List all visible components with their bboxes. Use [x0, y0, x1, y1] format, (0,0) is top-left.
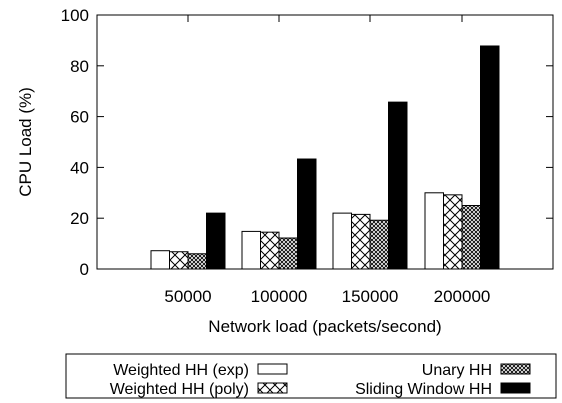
bar	[351, 213, 371, 270]
bar	[424, 192, 444, 270]
x-tick-label: 150000	[342, 287, 399, 306]
y-tick-label: 40	[70, 158, 89, 177]
y-tick-label: 60	[70, 108, 89, 127]
bar	[169, 251, 189, 270]
y-tick-label: 0	[80, 260, 89, 279]
y-tick-label: 80	[70, 57, 89, 76]
bar	[241, 230, 261, 270]
bar	[297, 158, 317, 270]
plot-frame	[96, 14, 554, 270]
legend-label: Weighted HH (exp)	[113, 362, 249, 379]
legend-swatch	[500, 382, 531, 394]
y-tick-label: 20	[70, 209, 89, 228]
bar	[461, 205, 481, 270]
legend-label: Unary HH	[422, 362, 492, 379]
y-axis-title: CPU Load (%)	[16, 87, 35, 197]
bar	[150, 250, 170, 270]
legend-swatch	[500, 363, 531, 375]
bar	[187, 253, 207, 270]
bar	[206, 212, 226, 270]
y-tick-label: 100	[61, 6, 89, 25]
x-axis-title: Network load (packets/second)	[208, 317, 441, 336]
legend-box	[65, 353, 557, 399]
bar	[369, 219, 389, 270]
bar	[260, 231, 280, 270]
x-tick-label: 100000	[251, 287, 308, 306]
bar	[332, 212, 352, 270]
bar	[443, 194, 463, 270]
legend-swatch	[257, 382, 288, 394]
bar	[480, 45, 500, 270]
bar	[388, 101, 408, 270]
legend-label: Sliding Window HH	[355, 381, 492, 398]
legend-swatch	[257, 363, 288, 375]
x-tick-label: 50000	[164, 287, 211, 306]
x-tick-label: 200000	[434, 287, 491, 306]
bar	[278, 237, 298, 270]
legend-label: Weighted HH (poly)	[110, 381, 249, 398]
